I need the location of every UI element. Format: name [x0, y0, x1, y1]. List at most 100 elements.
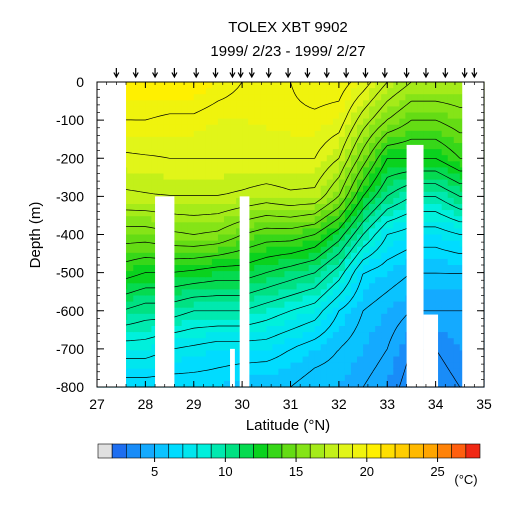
field-cell [423, 112, 431, 120]
field-cell [290, 179, 298, 187]
field-cell [175, 149, 183, 156]
field-cell [217, 228, 225, 236]
field-cell [332, 252, 340, 260]
field-cell [350, 319, 358, 327]
field-cell [217, 289, 225, 297]
field-cell [302, 173, 310, 181]
colorbar-swatch [295, 443, 311, 459]
field-cell [344, 374, 352, 382]
field-cell [447, 258, 455, 266]
field-cell [127, 94, 134, 101]
field-cell [387, 222, 394, 229]
field-cell [133, 130, 140, 138]
field-cell [266, 106, 273, 114]
colorbar-missing-swatch [97, 443, 113, 459]
field-cell [254, 100, 261, 107]
field-cell [308, 228, 316, 236]
field-cell [344, 149, 352, 156]
field-cell [290, 301, 298, 309]
field-cell [332, 88, 340, 95]
field-cell [127, 295, 134, 303]
field-cell [278, 173, 286, 181]
field-cell [296, 161, 304, 168]
field-cell [169, 100, 177, 107]
field-cell [387, 326, 394, 333]
field-cell [272, 362, 280, 370]
field-cell [284, 124, 292, 132]
field-cell [338, 130, 346, 138]
field-cell [350, 277, 358, 284]
field-cell [447, 185, 455, 193]
field-cell [266, 210, 273, 217]
field-cell [139, 100, 146, 107]
field-cell [429, 295, 437, 303]
field-cell [223, 222, 231, 229]
field-cell [290, 216, 298, 223]
field-cell [381, 204, 388, 211]
field-cell [260, 258, 267, 266]
field-cell [302, 210, 310, 217]
field-cell [344, 326, 352, 333]
field-cell [242, 167, 249, 175]
field-cell [187, 362, 195, 370]
field-cell [260, 313, 267, 321]
field-cell [320, 313, 328, 321]
field-cell [133, 155, 140, 162]
field-cell [211, 301, 219, 309]
field-cell [272, 197, 280, 205]
field-cell [151, 118, 159, 126]
field-cell [230, 112, 237, 120]
field-cell [441, 295, 449, 303]
field-cell [375, 350, 382, 358]
field-cell [357, 350, 364, 358]
field-cell [187, 173, 195, 181]
field-cell [133, 344, 140, 351]
field-cell [447, 155, 455, 162]
field-cell [423, 252, 431, 260]
field-cell [338, 173, 346, 181]
field-cell [127, 100, 134, 107]
field-cell [332, 295, 340, 303]
field-cell [332, 197, 340, 205]
field-cell [236, 149, 243, 156]
field-cell [242, 118, 249, 126]
field-cell [429, 197, 437, 205]
field-cell [175, 100, 183, 107]
field-cell [163, 106, 171, 114]
field-cell [254, 332, 261, 339]
field-cell [211, 258, 219, 266]
field-cell [260, 277, 267, 284]
field-cell [320, 326, 328, 333]
field-cell [393, 301, 400, 309]
field-cell [266, 374, 273, 382]
field-cell [133, 252, 140, 260]
field-cell [230, 240, 237, 248]
field-cell [181, 326, 189, 333]
field-cell [363, 374, 370, 382]
field-cell [441, 149, 449, 156]
field-cell [248, 210, 255, 217]
field-cell [272, 191, 280, 199]
field-cell [199, 338, 207, 345]
field-cell [296, 301, 304, 309]
field-cell [308, 124, 316, 132]
field-cell [453, 112, 461, 120]
field-cell [284, 362, 292, 370]
field-cell [320, 106, 328, 114]
field-cell [387, 94, 394, 101]
field-cell [217, 362, 225, 370]
field-cell [308, 179, 316, 187]
field-cell [199, 118, 207, 126]
field-cell [369, 161, 376, 168]
field-cell [199, 106, 207, 114]
field-cell [326, 319, 334, 327]
field-cell [223, 301, 231, 309]
field-cell [193, 277, 201, 284]
field-cell [453, 362, 461, 370]
field-cell [453, 289, 461, 297]
field-cell [326, 240, 334, 248]
field-cell [387, 319, 394, 327]
y-tick-label: -200 [56, 150, 84, 166]
field-cell [429, 228, 437, 236]
field-cell [278, 283, 286, 290]
